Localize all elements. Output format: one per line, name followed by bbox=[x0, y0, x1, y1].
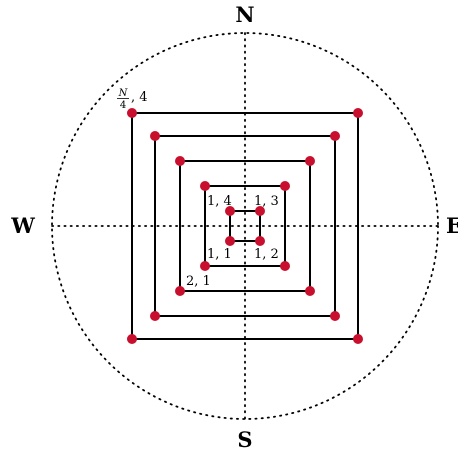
square-ring-3 bbox=[179, 160, 311, 292]
outer-fraction-suffix: , 4 bbox=[131, 90, 148, 105]
point-ring-4-bl bbox=[150, 311, 160, 321]
label-1-4: 1, 4 bbox=[207, 194, 232, 209]
point-ring-3-tl bbox=[175, 156, 185, 166]
point-ring-4-tl bbox=[150, 131, 160, 141]
point-ring-3-tr bbox=[305, 156, 315, 166]
point-ring-1-br bbox=[255, 236, 265, 246]
nested-squares bbox=[131, 112, 359, 340]
point-ring-2-bl bbox=[200, 261, 210, 271]
outer-fraction-denominator: 4 bbox=[120, 100, 126, 111]
west-label: W bbox=[10, 213, 35, 238]
corner-points bbox=[127, 108, 363, 344]
point-ring-3-br bbox=[305, 286, 315, 296]
label-1-3: 1, 3 bbox=[254, 194, 279, 209]
south-label: S bbox=[237, 427, 252, 452]
point-ring-4-tr bbox=[330, 131, 340, 141]
point-ring-2-tl bbox=[200, 181, 210, 191]
square-ring-5 bbox=[131, 112, 359, 340]
label-1-2: 1, 2 bbox=[254, 247, 279, 262]
square-ring-1 bbox=[229, 210, 261, 242]
point-ring-5-tr bbox=[353, 108, 363, 118]
point-ring-1-tr bbox=[255, 206, 265, 216]
point-ring-4-br bbox=[330, 311, 340, 321]
outer-fraction-numerator: N bbox=[118, 88, 129, 99]
point-ring-2-tr bbox=[280, 181, 290, 191]
point-ring-5-bl bbox=[127, 334, 137, 344]
point-ring-3-bl bbox=[175, 286, 185, 296]
point-ring-2-br bbox=[280, 261, 290, 271]
point-ring-1-tl bbox=[225, 206, 235, 216]
label-1-1: 1, 1 bbox=[207, 247, 232, 262]
north-label: N bbox=[235, 2, 254, 27]
square-ring-2 bbox=[204, 185, 286, 267]
point-ring-1-bl bbox=[225, 236, 235, 246]
label-outer-corner: N 4 , 4 bbox=[117, 88, 148, 111]
point-ring-5-tl bbox=[127, 108, 137, 118]
label-2-1: 2, 1 bbox=[186, 274, 211, 289]
square-ring-4 bbox=[154, 135, 336, 317]
east-label: E bbox=[446, 213, 458, 238]
point-ring-5-br bbox=[353, 334, 363, 344]
